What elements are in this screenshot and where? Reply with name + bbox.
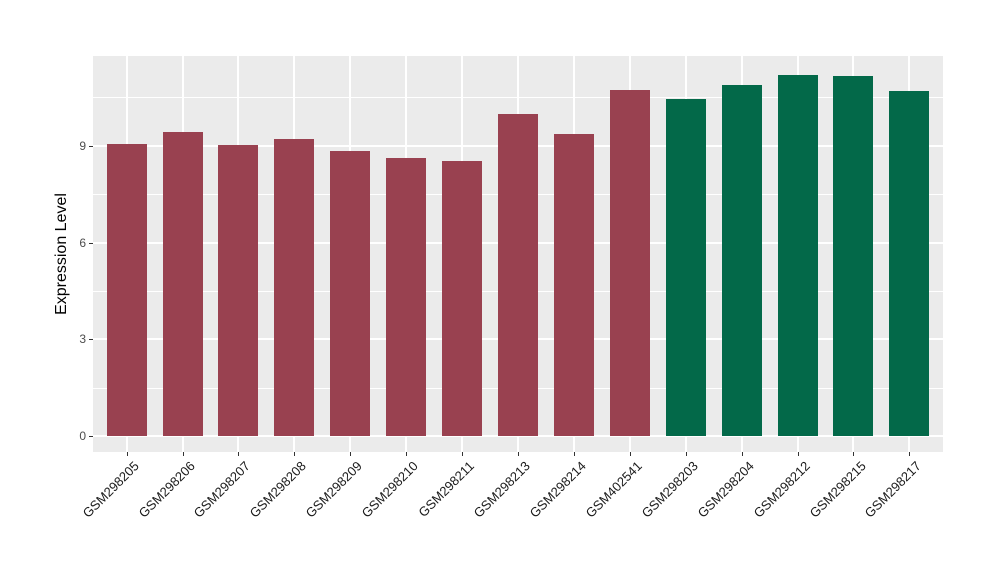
x-tick-mark [797, 452, 799, 456]
bar-GSM298209 [330, 150, 371, 436]
y-tick-label: 9 [79, 138, 86, 153]
gridline-major [93, 435, 943, 437]
x-tick-label-GSM298217: GSM298217 [862, 458, 925, 521]
bar-GSM298206 [162, 131, 203, 436]
x-tick-mark [518, 452, 519, 456]
x-tick-mark [350, 452, 352, 456]
x-tick-label-GSM298209: GSM298209 [302, 458, 366, 521]
y-tick-mark [89, 339, 93, 341]
y-tick-label: 3 [79, 332, 86, 347]
x-tick-label-GSM298213: GSM298213 [470, 458, 533, 521]
y-tick-label: 0 [79, 429, 86, 443]
bar-GSM298213 [498, 114, 538, 436]
bar-GSM298211 [442, 160, 483, 436]
x-tick-label-GSM298203: GSM298203 [638, 458, 701, 521]
bar-GSM298217 [889, 90, 930, 436]
x-tick-label-GSM298215: GSM298215 [806, 458, 869, 521]
gridline-minor [93, 97, 943, 99]
x-tick-mark [573, 452, 575, 456]
x-tick-mark [685, 452, 687, 456]
x-tick-label-GSM298212: GSM298212 [750, 458, 813, 521]
y-tick-mark [89, 242, 93, 244]
bar-GSM298212 [777, 75, 818, 436]
x-tick-label-GSM298205: GSM298205 [79, 458, 142, 521]
bar-GSM298205 [106, 144, 147, 436]
x-tick-mark [238, 452, 240, 456]
bar-GSM298210 [386, 158, 427, 436]
x-tick-label-GSM298206: GSM298206 [135, 458, 198, 521]
x-tick-label-GSM298211: GSM298211 [415, 458, 477, 520]
x-tick-label-GSM298204: GSM298204 [694, 458, 757, 521]
x-tick-label-GSM298208: GSM298208 [247, 458, 310, 521]
bar-GSM298208 [274, 138, 315, 436]
bar-GSM298203 [665, 98, 706, 436]
x-tick-label-GSM298210: GSM298210 [358, 458, 422, 521]
x-tick-label-GSM298207: GSM298207 [191, 458, 254, 521]
x-tick-mark [629, 452, 631, 456]
x-tick-mark [853, 452, 855, 456]
x-tick-mark [909, 452, 911, 456]
bar-GSM298215 [833, 76, 874, 436]
x-tick-mark [462, 452, 464, 456]
y-tick-label: 6 [79, 235, 86, 250]
bar-GSM402541 [609, 90, 650, 436]
plot-panel [93, 56, 943, 452]
x-tick-label-GSM402541: GSM402541 [582, 458, 645, 521]
y-tick-mark [89, 145, 93, 147]
y-axis-title: Expression Level [53, 193, 70, 315]
bar-GSM298207 [218, 144, 259, 436]
x-tick-mark [294, 452, 296, 456]
x-tick-mark [182, 452, 184, 456]
x-tick-mark [741, 452, 743, 456]
y-tick-mark [89, 436, 93, 437]
x-tick-mark [126, 452, 128, 456]
x-tick-mark [406, 452, 408, 456]
bar-GSM298204 [721, 85, 762, 436]
x-tick-label-GSM298214: GSM298214 [526, 458, 589, 521]
bar-GSM298214 [553, 133, 594, 436]
